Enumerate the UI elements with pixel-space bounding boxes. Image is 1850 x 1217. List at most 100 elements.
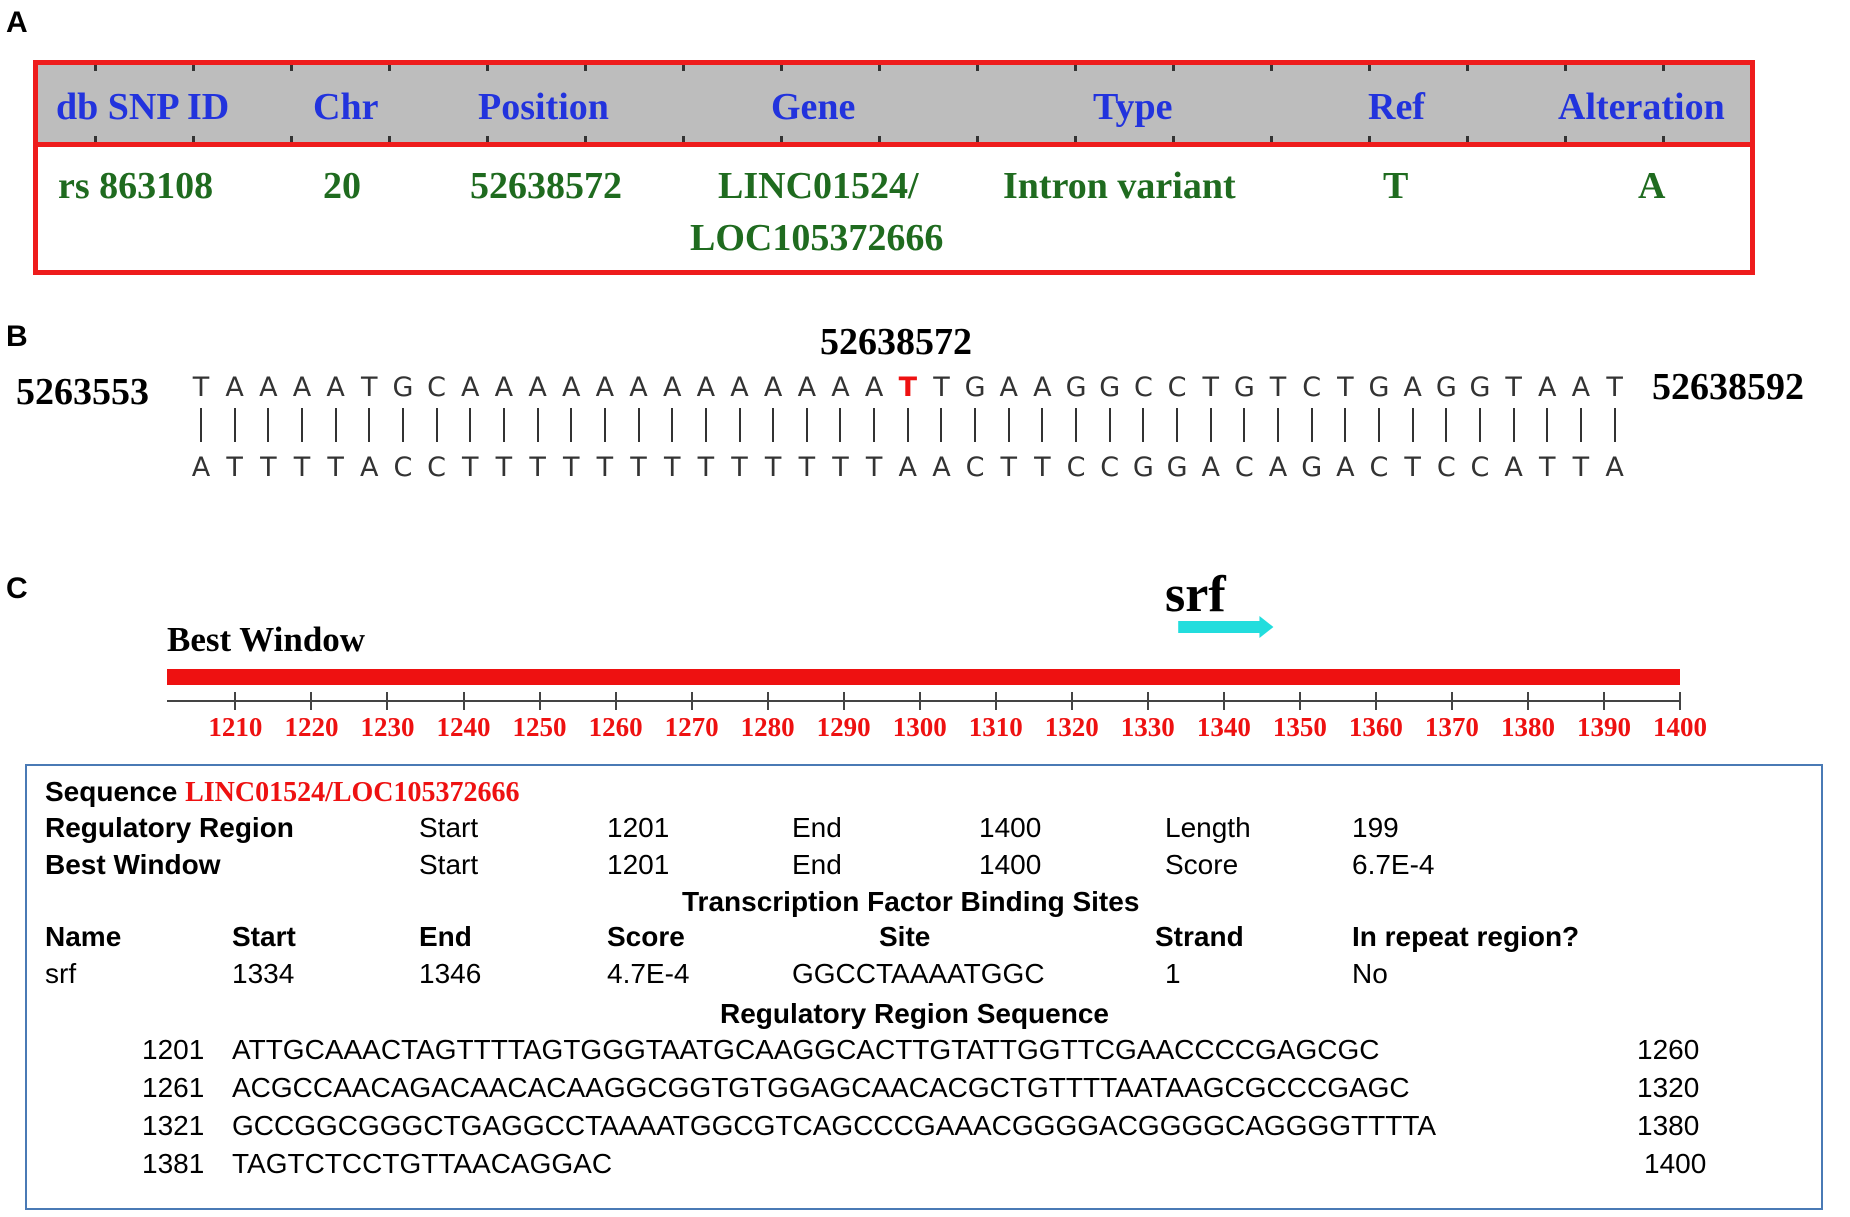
pair-bar (1602, 408, 1628, 442)
top-base: T (192, 372, 210, 403)
axis-tick (918, 692, 921, 710)
bottom-base: T (663, 452, 681, 483)
region-seq-to: 1320 (1637, 1072, 1700, 1103)
pair-bar (491, 408, 517, 442)
base-pair-bars (188, 408, 1628, 442)
axis-tick-label: 1350 (1272, 712, 1327, 742)
pair-bar (1164, 408, 1190, 442)
pair-bar (390, 408, 416, 442)
top-base: A (999, 372, 1018, 403)
top-base: A (259, 372, 278, 403)
best-window-start-label: Start (419, 849, 479, 880)
pair-bar (1063, 408, 1089, 442)
snp-table-header: db SNP ID Chr Position Gene Type Ref Alt… (38, 65, 1750, 147)
tfbs-header-score: Score (607, 921, 685, 952)
header-snp-id: db SNP ID (56, 86, 230, 128)
pair-bar (1332, 408, 1358, 442)
tfbs-header-start: Start (232, 921, 296, 952)
pair-bar (1534, 408, 1560, 442)
top-base: T (1269, 372, 1287, 403)
srf-arrow-shape (1178, 616, 1274, 638)
pair-bar (525, 408, 551, 442)
bottom-base: G (1166, 452, 1188, 483)
top-base: A (1033, 372, 1052, 403)
bottom-base: A (191, 452, 211, 483)
pair-bar (1501, 408, 1527, 442)
top-base: G (964, 372, 986, 403)
window-axis-line (167, 700, 1680, 702)
pair-bar (1130, 408, 1156, 442)
regulatory-length-label: Length (1165, 812, 1251, 843)
axis-tick (1450, 692, 1453, 710)
top-base: A (528, 372, 547, 403)
region-seq-to: 1400 (1644, 1148, 1707, 1179)
bottom-base: A (1268, 452, 1288, 483)
tfbs-row-repeat: No (1352, 958, 1388, 989)
axis-tick (234, 692, 237, 710)
regulatory-start-label: Start (419, 812, 479, 843)
region-seq-from: 1201 (142, 1034, 205, 1065)
pair-bar (457, 408, 483, 442)
axis-tick (1298, 692, 1301, 710)
panel-label-b: B (6, 320, 28, 353)
best-window-score-label: Score (1165, 849, 1239, 880)
header-chr: Chr (313, 86, 379, 128)
bottom-base: T (260, 452, 277, 483)
bottom-base: A (932, 452, 951, 483)
axis-tick (310, 692, 313, 710)
tfbs-row-site: GGCCTAAAATGGC (792, 958, 1045, 989)
bottom-base: T (865, 452, 883, 483)
pair-bar (760, 408, 786, 442)
sequence-label: Sequence LINC01524/LOC105372666 (45, 776, 520, 809)
pair-bar (323, 408, 349, 442)
header-type: Type (1093, 86, 1173, 128)
bottom-base: T (1000, 452, 1018, 483)
axis-tick-label: 1230 (360, 712, 415, 742)
bottom-base: C (1234, 452, 1254, 483)
pair-bar (895, 408, 921, 442)
pair-bar (1568, 408, 1594, 442)
header-tick-marks-bottom (38, 136, 1750, 142)
axis-tick (1070, 692, 1073, 710)
axis-tick-label: 1270 (664, 712, 719, 742)
axis-tick-label: 1340 (1196, 712, 1251, 742)
cell-type: Intron variant (1003, 165, 1236, 207)
bottom-base: T (731, 452, 748, 483)
axis-tick-label: 1370 (1424, 712, 1479, 742)
best-window-score-value: 6.7E-4 (1352, 849, 1435, 880)
top-base: A (494, 372, 514, 403)
pair-bar (1029, 408, 1055, 442)
snp-position-label: 52638572 (820, 321, 972, 363)
pair-bar (558, 408, 584, 442)
cell-gene-line2: LOC105372666 (690, 217, 944, 259)
top-base: T (898, 372, 917, 403)
header-gene: Gene (771, 86, 856, 128)
bottom-base: T (1404, 452, 1421, 483)
top-base: A (696, 372, 716, 403)
pair-bar (861, 408, 887, 442)
axis-tick-label: 1380 (1500, 712, 1555, 742)
panel-label-c: C (6, 572, 28, 605)
cell-ref: T (1383, 165, 1409, 207)
pair-bar (962, 408, 988, 442)
cell-alteration: A (1638, 165, 1666, 207)
axis-tick (1146, 692, 1149, 710)
sequence-label-text: Sequence (45, 776, 178, 807)
axis-tick-label: 1250 (512, 712, 567, 742)
bottom-base: A (1201, 452, 1220, 483)
pair-bar (289, 408, 315, 442)
header-position: Position (478, 86, 609, 128)
top-base: A (662, 372, 682, 403)
region-seq-line: ATTGCAAACTAGTTTTAGTGGGTAATGCAAGGCACTTGTA… (232, 1034, 1380, 1065)
bottom-base: T (293, 452, 311, 483)
bottom-base: C (1470, 452, 1490, 483)
top-base: G (1435, 372, 1457, 403)
top-base: G (1065, 372, 1087, 403)
region-seq-from: 1381 (142, 1148, 205, 1179)
sequence-name: LINC01524/LOC105372666 (185, 777, 520, 808)
top-base: A (1571, 372, 1591, 403)
panel-label-a: A (6, 6, 28, 39)
top-base: A (763, 372, 783, 403)
axis-tick (690, 692, 693, 710)
